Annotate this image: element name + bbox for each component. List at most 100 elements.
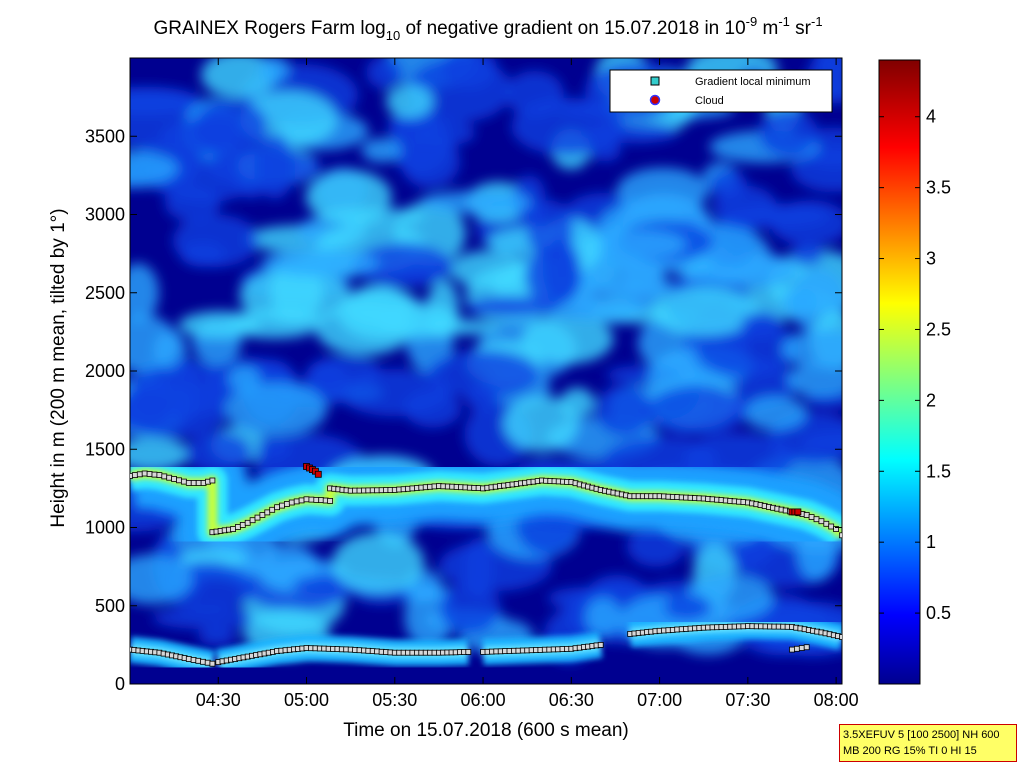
gradient-min-marker [794,645,800,652]
heatmap-patch [645,385,748,436]
colorbar: 0.5 1 1.5 2 2.5 3 3.5 4 [878,59,951,685]
heatmap-patch [600,229,687,260]
legend-swatch-cloud [649,94,661,106]
cloud-marker [314,470,322,478]
gradient-min-marker [264,509,271,516]
heatmap-patch [616,167,709,215]
colorbar-tick-label: 0.5 [926,603,951,623]
gradient-min-marker [230,526,236,532]
heatmap-patch [260,249,379,277]
heatmap-patch [400,133,460,189]
heatmap-patch [441,58,497,89]
gradient-min-marker [146,471,153,477]
gradient-min-marker [195,657,202,664]
heatmap-patch [227,364,261,393]
heatmap-patch [225,382,328,437]
heatmap-patch [164,185,221,222]
heatmap-patch [318,208,426,225]
gradient-min-marker [200,658,206,665]
colorbar-tick-label: 1 [926,532,936,552]
colorbar-tick-label: 2 [926,390,936,410]
heatmap-patch [758,109,819,158]
gradient-min-marker [156,472,163,479]
heatmap-patch [130,263,159,323]
heatmap-patch [130,554,193,605]
heatmap-patch [743,395,808,431]
gradient-min-marker [283,501,290,507]
colorbar-tick-label: 4 [926,107,936,127]
heatmap-patch [780,329,842,369]
heatmap-patch [426,350,540,398]
gradient-min-marker [180,478,187,485]
y-tick-label: 500 [95,596,125,616]
gradient-min-marker [789,646,795,653]
gradient-min-marker [818,518,825,525]
heatmap-patch [542,238,581,302]
gradient-min-marker [131,472,138,479]
info-line-2: MB 200 RG 15% TI 0 HI 15 [843,745,977,757]
y-axis-label: Height in m (200 m mean, tilted by 1°) [48,208,69,527]
legend-box [609,69,833,113]
legend: Gradient local minimum Cloud [609,69,833,113]
gradient-min-marker [803,644,810,651]
heatmap-patch [385,84,434,119]
gradient-min-marker [130,472,133,479]
y-tick-label: 1000 [85,518,125,538]
gradient-min-marker [288,499,295,506]
heatmap-patch [420,318,502,336]
gradient-min-marker [839,634,842,640]
colorbar-tick-label: 2.5 [926,319,951,339]
heatmap-patch [179,241,226,268]
marker-layer [130,463,842,667]
heatmap-patch [502,395,579,453]
heatmap-patch [366,58,404,89]
legend-swatch-gradient-min [650,76,660,86]
gradient-min-marker [808,514,815,520]
x-axis: 04:30 05:00 05:30 06:00 06:30 07:00 07:30 08:00 [196,58,859,710]
title-prefix-sub: 10 [386,28,400,43]
gradient-min-marker [298,497,305,504]
heatmap-patch [198,626,237,646]
colorbar-tick-label: 1.5 [926,461,951,481]
title-mid2: m [757,18,778,39]
heatmap-patch [203,148,321,187]
colorbar-tick-label: 3 [926,249,936,269]
heatmap-patch [585,597,622,637]
info-line-1: 3.5XEFUV 5 [100 2500] NH 600 [843,729,1000,741]
heatmap-patch [308,355,381,387]
heatmap-patch [521,313,614,365]
heatmap-patch [152,606,265,630]
colorbar-tick-label: 3.5 [926,178,951,198]
y-tick-label: 2500 [85,283,125,303]
title-mid3: sr [790,18,812,39]
heatmap-patch [351,242,453,288]
heatmap-patch [169,357,200,423]
gradient-min-marker [176,477,182,484]
heatmap-patch [193,98,268,158]
heatmap-patch [257,435,291,460]
gradient-min-marker [833,526,839,532]
gradient-min-marker [839,532,842,539]
gradient-min-marker [327,497,334,504]
x-tick-label: 05:30 [372,690,417,710]
gradient-min-marker [303,496,310,503]
y-tick-label: 2000 [85,361,125,381]
y-tick-label: 0 [115,674,125,694]
gradient-min-marker [828,523,835,530]
gradient-min-marker [597,642,604,648]
y-tick-label: 1500 [85,439,125,459]
title-sup2: -1 [778,14,790,29]
gradient-min-marker [813,516,820,523]
x-tick-label: 08:00 [814,690,859,710]
heatmap-patch [331,532,425,595]
heatmap-patch [466,295,560,317]
gradient-min-marker [190,479,197,486]
gradient-min-marker [803,512,810,518]
gradient-min-marker [151,471,158,478]
heatmap-patch [403,389,462,428]
x-tick-label: 07:00 [637,690,682,710]
heatmap-patch [594,385,653,437]
heatmap-patch [130,150,179,187]
gradient-min-marker [279,502,285,509]
